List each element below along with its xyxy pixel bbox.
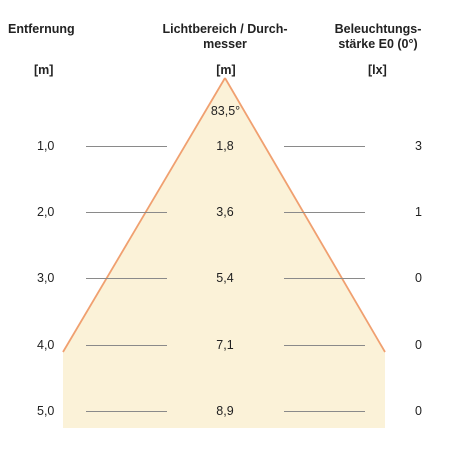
header-beam: Lichtbereich / Durch- messer — [140, 22, 310, 52]
distance-value: 5,0 — [37, 404, 55, 418]
table-row: 1,0 1,8 3 — [0, 139, 450, 155]
header-illuminance: Beleuchtungs- stärke E0 (0°) — [318, 22, 438, 52]
gridline-right — [284, 212, 365, 213]
gridline-right — [284, 345, 365, 346]
distance-value: 1,0 — [37, 139, 55, 153]
diameter-value: 1,8 — [216, 139, 234, 153]
gridline-left — [86, 345, 167, 346]
gridline-left — [86, 212, 167, 213]
illuminance-value: 0 — [415, 404, 422, 418]
distance-value: 2,0 — [37, 205, 55, 219]
unit-distance: [m] — [34, 63, 54, 77]
header-illuminance-line2: stärke E0 (0°) — [338, 37, 418, 51]
unit-illuminance: [lx] — [368, 63, 387, 77]
illuminance-value: 0 — [415, 271, 422, 285]
table-row: 4,0 7,1 0 — [0, 338, 450, 354]
illuminance-value: 1 — [415, 205, 422, 219]
unit-beam: [m] — [216, 63, 236, 77]
illuminance-value: 0 — [415, 338, 422, 352]
header-distance: Entfernung — [8, 22, 98, 37]
cone-edge-left — [62, 77, 226, 353]
diameter-value: 7,1 — [216, 338, 234, 352]
gridline-right — [284, 146, 365, 147]
distance-value: 3,0 — [37, 271, 55, 285]
gridline-right — [284, 411, 365, 412]
table-row: 5,0 8,9 0 — [0, 404, 450, 420]
table-row: 3,0 5,4 0 — [0, 271, 450, 287]
beam-angle-label: 83,5° — [210, 104, 241, 118]
diameter-value: 3,6 — [216, 205, 234, 219]
header-beam-line2: messer — [203, 37, 247, 51]
table-row: 2,0 3,6 1 — [0, 205, 450, 221]
header-illuminance-line1: Beleuchtungs- — [334, 22, 422, 36]
illuminance-value: 3 — [415, 139, 422, 153]
gridline-left — [86, 278, 167, 279]
gridline-right — [284, 278, 365, 279]
diameter-value: 8,9 — [216, 404, 234, 418]
cone-edge-right — [224, 77, 386, 353]
gridline-left — [86, 146, 167, 147]
header-beam-line1: Lichtbereich / Durch- — [162, 22, 288, 36]
distance-value: 4,0 — [37, 338, 55, 352]
cone-fill — [63, 78, 385, 428]
diameter-value: 5,4 — [216, 271, 234, 285]
gridline-left — [86, 411, 167, 412]
header-distance-text: Entfernung — [8, 22, 75, 36]
